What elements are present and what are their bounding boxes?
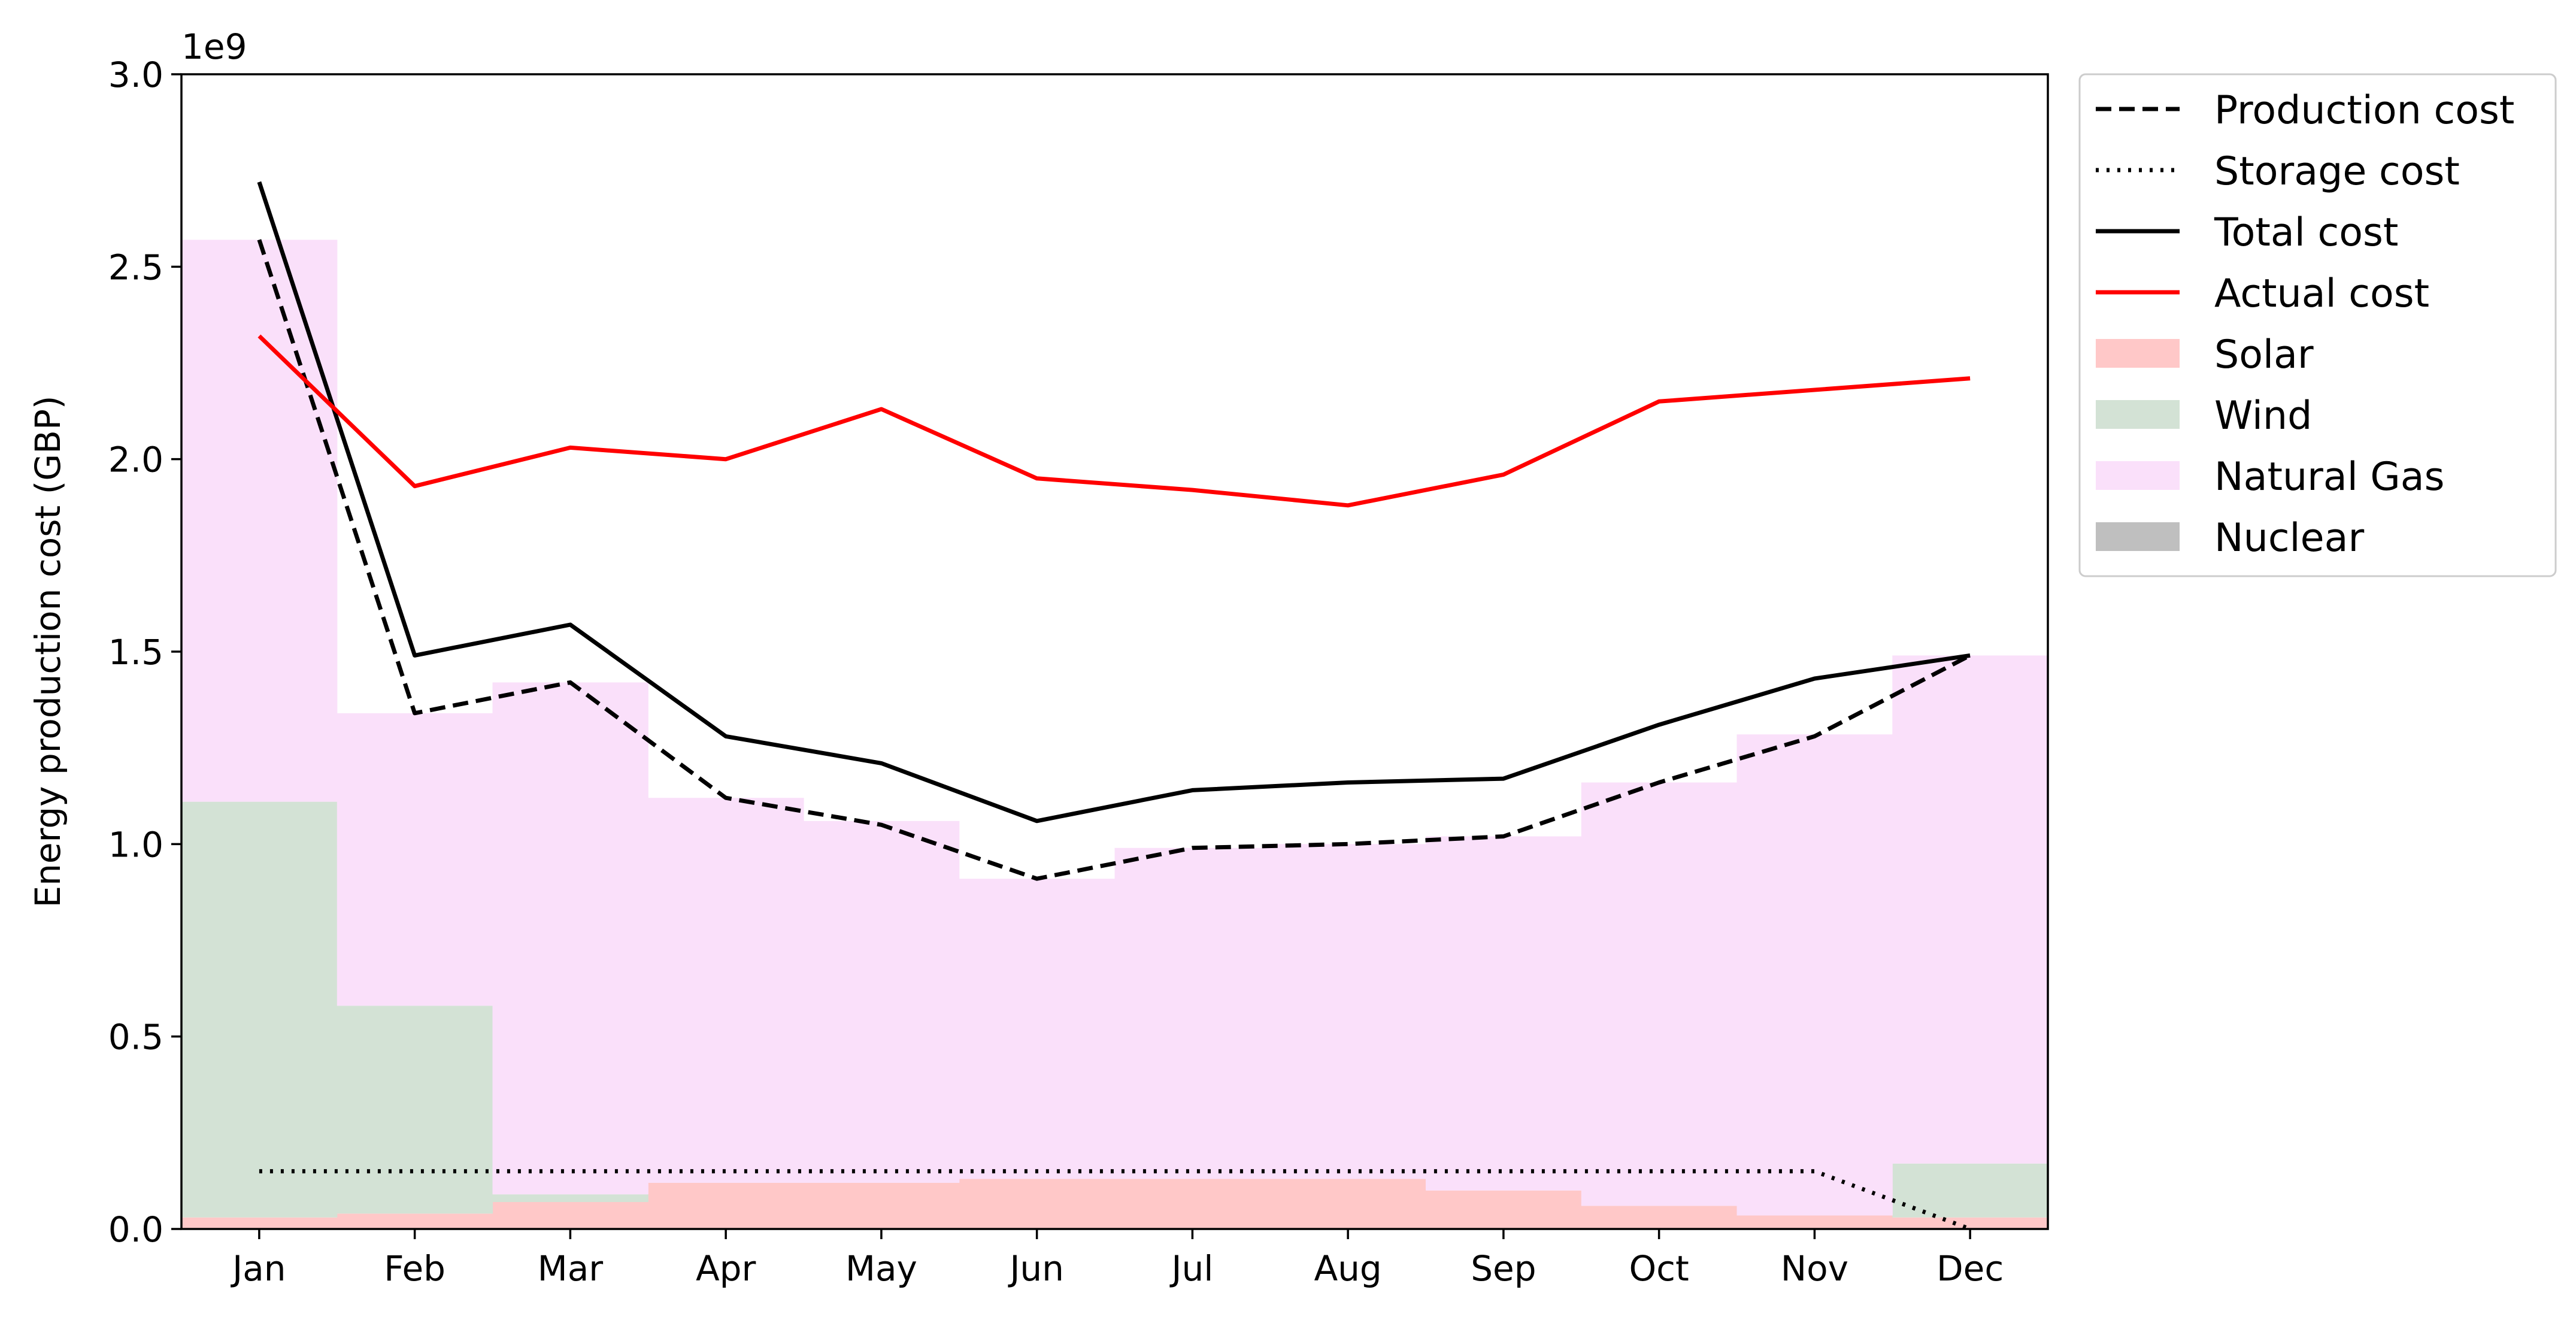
area-natural-gas-jun: [959, 879, 1116, 1179]
area-wind-dec: [1892, 1163, 2048, 1218]
y-tick-label: 0.0: [108, 1209, 163, 1250]
legend-label-production-cost: Production cost: [2214, 88, 2514, 133]
legend-label-wind: Wind: [2214, 393, 2312, 438]
area-solar-sep: [1426, 1190, 1582, 1229]
stacked-areas: [181, 240, 2048, 1229]
y-tick-label: 1.5: [108, 632, 163, 673]
legend-label-solar: Solar: [2214, 332, 2314, 377]
series-lines: [257, 181, 1971, 1231]
area-natural-gas-mar: [492, 682, 648, 1195]
area-solar-oct: [1581, 1206, 1738, 1229]
area-solar-aug: [1270, 1179, 1426, 1229]
area-natural-gas-jan: [181, 240, 338, 802]
area-wind-feb: [337, 1006, 493, 1214]
area-natural-gas-apr: [648, 798, 804, 1183]
legend-swatch-natural-gas: [2096, 461, 2180, 490]
y-tick-label: 3.0: [108, 55, 163, 95]
y-tick-label: 1.0: [108, 824, 163, 865]
area-solar-mar: [492, 1202, 648, 1229]
area-natural-gas-jul: [1114, 847, 1271, 1179]
area-solar-feb: [337, 1213, 493, 1229]
area-natural-gas-nov: [1736, 734, 1893, 1216]
y-axis-label: Energy production cost (GBP): [28, 395, 68, 907]
area-solar-nov: [1736, 1215, 1893, 1229]
area-solar-apr: [648, 1182, 804, 1229]
legend-swatch-solar: [2096, 339, 2180, 368]
legend-swatch-nuclear: [2096, 522, 2180, 551]
x-tick-label: Mar: [538, 1248, 604, 1289]
x-tick-label: May: [845, 1248, 917, 1289]
x-tick-label: Aug: [1314, 1248, 1381, 1289]
series-line-production-cost: [257, 239, 1971, 881]
area-natural-gas-feb: [337, 713, 493, 1006]
area-solar-jan: [181, 1217, 338, 1229]
legend: Production cost Storage cost Total cost Act…: [2078, 73, 2557, 577]
series-line-actual-cost: [257, 334, 1971, 508]
legend-swatch-wind: [2096, 400, 2180, 429]
area-natural-gas-may: [804, 821, 960, 1183]
legend-label-actual-cost: Actual cost: [2214, 271, 2429, 316]
area-natural-gas-sep: [1426, 836, 1582, 1191]
area-natural-gas-dec: [1892, 655, 2048, 1164]
y-axis: 1e9 Energy production cost (GBP) 0.0 0.5 1…: [28, 26, 247, 1250]
y-tick-label: 2.5: [108, 247, 163, 287]
area-solar-dec: [1892, 1217, 2048, 1229]
area-solar-jun: [959, 1179, 1116, 1229]
series-line-total-cost: [257, 181, 1971, 824]
x-tick-label: Nov: [1781, 1248, 1848, 1289]
x-tick-label: Jan: [231, 1248, 286, 1289]
x-axis: Jan Feb Mar Apr May Jun Jul Aug Sep Oct Nov Dec: [231, 1229, 2004, 1289]
legend-label-natural-gas: Natural Gas: [2214, 455, 2444, 499]
x-tick-label: Jun: [1008, 1248, 1064, 1289]
area-natural-gas-aug: [1270, 844, 1426, 1179]
legend-label-storage-cost: Storage cost: [2214, 149, 2460, 194]
legend-label-total-cost: Total cost: [2214, 210, 2398, 255]
area-wind-jan: [181, 801, 338, 1218]
y-axis-offset-label: 1e9: [181, 26, 247, 67]
area-wind-mar: [492, 1194, 648, 1203]
area-solar-jul: [1114, 1179, 1271, 1229]
x-tick-label: Feb: [384, 1248, 446, 1289]
x-tick-label: Jul: [1169, 1248, 1213, 1289]
x-tick-label: Sep: [1471, 1248, 1536, 1289]
x-tick-label: Dec: [1936, 1248, 2004, 1289]
y-tick-label: 0.5: [108, 1017, 163, 1058]
y-tick-label: 2.0: [108, 440, 163, 480]
x-tick-label: Oct: [1629, 1248, 1689, 1289]
legend-box: [2078, 73, 2557, 577]
area-natural-gas-oct: [1581, 782, 1738, 1206]
area-solar-may: [804, 1182, 960, 1229]
legend-label-nuclear: Nuclear: [2214, 516, 2364, 561]
x-tick-label: Apr: [696, 1248, 756, 1289]
